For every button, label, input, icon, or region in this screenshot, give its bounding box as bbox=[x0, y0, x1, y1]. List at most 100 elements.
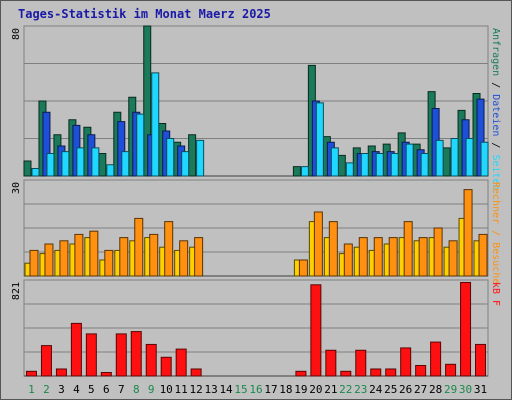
bar-bottom-kb-f-day-26 bbox=[400, 347, 412, 377]
bar-bottom-kb-f-day-23 bbox=[355, 349, 367, 377]
bar-top-seiten-day-22 bbox=[345, 162, 354, 177]
x-tick-label-day-8: 8 bbox=[133, 383, 140, 396]
bar-bottom-kb-f-day-4 bbox=[70, 322, 82, 377]
bar-middle-besuche-day-24 bbox=[373, 237, 383, 277]
bar-top-seiten-day-1 bbox=[31, 168, 40, 177]
bar-bottom-kb-f-day-9 bbox=[145, 343, 157, 377]
bar-middle-besuche-day-9 bbox=[149, 233, 159, 277]
x-tick-label-day-18: 18 bbox=[279, 383, 292, 396]
legend-label-0: Rechner bbox=[490, 182, 501, 224]
x-tick-label-day-19: 19 bbox=[294, 383, 307, 396]
bar-bottom-kb-f-day-12 bbox=[190, 368, 202, 377]
bar-top-seiten-day-5 bbox=[91, 147, 100, 177]
bar-top-seiten-day-24 bbox=[375, 153, 384, 177]
x-tick-label-day-26: 26 bbox=[399, 383, 412, 396]
x-tick-label-day-10: 10 bbox=[160, 383, 173, 396]
bar-top-seiten-day-26 bbox=[405, 143, 414, 177]
chart-title: Tages-Statistik im Monat Maerz 2025 bbox=[18, 7, 271, 21]
bar-bottom-kb-f-day-10 bbox=[160, 356, 172, 377]
panel-bottom-legend: kB F bbox=[490, 282, 501, 306]
bar-bottom-kb-f-day-3 bbox=[55, 368, 67, 377]
bar-middle-besuche-day-19 bbox=[298, 259, 308, 277]
bar-middle-besuche-day-4 bbox=[74, 233, 84, 277]
panel-middle-legend: Rechner / Besuche bbox=[490, 182, 501, 284]
bar-top-seiten-day-20 bbox=[315, 102, 324, 177]
bar-middle-besuche-day-1 bbox=[29, 249, 39, 277]
bar-bottom-kb-f-day-11 bbox=[175, 348, 187, 377]
x-tick-label-day-29: 29 bbox=[444, 383, 457, 396]
bar-middle-besuche-day-20 bbox=[313, 211, 323, 277]
x-tick-label-day-12: 12 bbox=[190, 383, 203, 396]
bar-bottom-kb-f-day-24 bbox=[370, 368, 382, 377]
legend-label-2: Dateien bbox=[490, 94, 501, 136]
bar-top-seiten-day-10 bbox=[166, 138, 175, 177]
bar-bottom-kb-f-day-30 bbox=[460, 281, 472, 377]
x-tick-label-day-9: 9 bbox=[148, 383, 155, 396]
bar-bottom-kb-f-day-25 bbox=[385, 368, 397, 377]
bar-middle-besuche-day-12 bbox=[194, 237, 204, 277]
x-tick-label-day-3: 3 bbox=[58, 383, 65, 396]
bar-middle-besuche-day-8 bbox=[134, 217, 144, 277]
x-tick-label-day-1: 1 bbox=[28, 383, 35, 396]
bar-top-anfragen-day-22 bbox=[337, 154, 346, 177]
panel-bottom-ymax-label: 821 bbox=[11, 282, 22, 300]
x-tick-label-day-6: 6 bbox=[103, 383, 110, 396]
bar-top-seiten-day-25 bbox=[390, 153, 399, 177]
bar-middle-besuche-day-3 bbox=[59, 240, 69, 277]
bar-top-seiten-day-3 bbox=[61, 151, 70, 177]
bar-bottom-kb-f-day-22 bbox=[340, 370, 352, 377]
legend-label-4: Seiten bbox=[490, 154, 501, 190]
x-tick-label-day-21: 21 bbox=[324, 383, 337, 396]
bar-middle-besuche-day-28 bbox=[433, 227, 443, 277]
x-tick-label-day-2: 2 bbox=[43, 383, 50, 396]
legend-label-3: / bbox=[490, 136, 501, 154]
bar-middle-besuche-day-22 bbox=[343, 243, 353, 277]
bar-middle-besuche-day-31 bbox=[478, 233, 488, 277]
bar-middle-besuche-day-27 bbox=[418, 237, 428, 277]
x-tick-label-day-22: 22 bbox=[339, 383, 352, 396]
x-tick-label-day-13: 13 bbox=[204, 383, 217, 396]
x-tick-label-day-27: 27 bbox=[414, 383, 427, 396]
bar-middle-besuche-day-26 bbox=[403, 221, 413, 277]
bar-middle-besuche-day-10 bbox=[164, 221, 174, 277]
legend-label-1: / bbox=[490, 224, 501, 242]
panel-top-legend: Anfragen / Dateien / Seiten bbox=[490, 28, 501, 191]
bar-top-seiten-day-29 bbox=[450, 138, 459, 177]
bar-middle-besuche-day-11 bbox=[179, 240, 189, 277]
bar-bottom-kb-f-day-6 bbox=[100, 371, 112, 377]
x-tick-label-day-24: 24 bbox=[369, 383, 383, 396]
bar-bottom-kb-f-day-21 bbox=[325, 349, 337, 377]
bar-middle-besuche-day-5 bbox=[89, 230, 99, 277]
bar-top-anfragen-day-1 bbox=[23, 160, 32, 177]
x-tick-label-day-14: 14 bbox=[219, 383, 233, 396]
bar-bottom-kb-f-day-20 bbox=[310, 284, 322, 377]
x-tick-label-day-17: 17 bbox=[264, 383, 277, 396]
bar-bottom-kb-f-day-31 bbox=[475, 343, 487, 377]
bar-top-anfragen-day-6 bbox=[98, 153, 107, 177]
bar-top-seiten-day-27 bbox=[420, 153, 429, 177]
bar-bottom-kb-f-day-19 bbox=[295, 370, 307, 377]
bar-bottom-kb-f-day-29 bbox=[445, 363, 457, 377]
bar-bottom-kb-f-day-5 bbox=[85, 333, 97, 377]
x-tick-label-day-30: 30 bbox=[459, 383, 472, 396]
bar-top-seiten-day-28 bbox=[435, 139, 444, 177]
bar-top-seiten-day-11 bbox=[181, 151, 190, 177]
x-tick-label-day-16: 16 bbox=[249, 383, 262, 396]
bar-bottom-kb-f-day-8 bbox=[130, 331, 142, 377]
bar-middle-besuche-day-30 bbox=[463, 189, 473, 277]
bar-top-seiten-day-8 bbox=[136, 113, 145, 177]
x-tick-label-day-7: 7 bbox=[118, 383, 125, 396]
panel-top-ymax-label: 80 bbox=[11, 28, 22, 40]
bar-top-seiten-day-4 bbox=[76, 147, 85, 177]
bar-middle-besuche-day-29 bbox=[448, 240, 458, 277]
bar-top-seiten-day-7 bbox=[121, 151, 130, 177]
bar-middle-besuche-day-6 bbox=[104, 249, 114, 277]
bar-top-seiten-day-19 bbox=[300, 166, 309, 177]
bar-middle-besuche-day-23 bbox=[358, 237, 368, 277]
x-tick-label-day-15: 15 bbox=[234, 383, 247, 396]
bar-top-seiten-day-31 bbox=[480, 141, 489, 177]
bar-middle-besuche-day-2 bbox=[44, 243, 54, 277]
bar-top-seiten-day-21 bbox=[330, 147, 339, 177]
legend-label-0: Anfragen bbox=[490, 28, 501, 76]
